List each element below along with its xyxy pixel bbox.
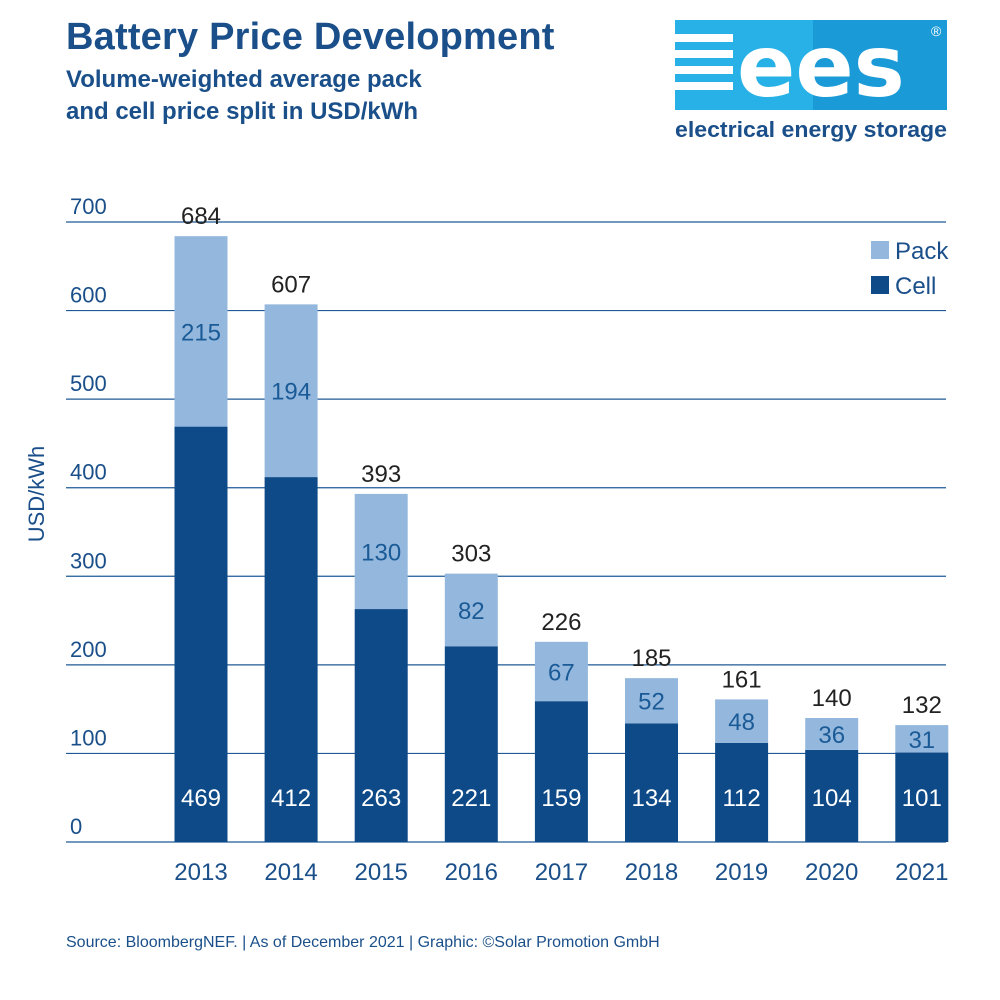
data-label-pack: 52 bbox=[638, 689, 665, 716]
bar-pack bbox=[534, 641, 588, 702]
bar-cell bbox=[354, 609, 408, 842]
x-tick-label: 2015 bbox=[355, 859, 408, 886]
bar-pack bbox=[444, 573, 498, 647]
data-label-total: 161 bbox=[722, 666, 762, 693]
x-tick-label: 2020 bbox=[805, 859, 858, 886]
data-label-cell: 104 bbox=[812, 785, 852, 812]
data-label-total: 226 bbox=[541, 609, 581, 636]
y-tick-label: 500 bbox=[70, 371, 107, 396]
chart-subtitle: Volume-weighted average pack and cell pr… bbox=[66, 64, 422, 128]
x-tick-label: 2013 bbox=[174, 859, 227, 886]
data-label-cell: 112 bbox=[722, 785, 760, 812]
data-label-pack: 67 bbox=[548, 660, 575, 687]
data-label-cell: 412 bbox=[271, 785, 311, 812]
data-label-total: 684 bbox=[181, 203, 221, 230]
data-label-cell: 469 bbox=[181, 785, 221, 812]
ees-logo: ees ® electrical energy storage bbox=[675, 20, 947, 142]
logo-tagline: electrical energy storage bbox=[675, 117, 947, 142]
data-label-pack: 194 bbox=[271, 379, 311, 406]
x-tick-label: 2014 bbox=[264, 859, 317, 886]
y-tick-label: 400 bbox=[70, 460, 107, 485]
data-label-cell: 221 bbox=[451, 785, 491, 812]
y-axis-label: USD/kWh bbox=[24, 446, 49, 543]
bar-cell bbox=[625, 723, 678, 842]
y-tick-label: 600 bbox=[70, 283, 107, 308]
bars-layer: 469 215 684 412 194 607 263 130 393 221 82 303 159 67… bbox=[174, 203, 949, 842]
bar-cell bbox=[895, 752, 949, 842]
x-tick-label: 2019 bbox=[715, 859, 768, 886]
data-label-cell: 101 bbox=[902, 785, 942, 812]
data-label-total: 393 bbox=[361, 461, 401, 488]
subtitle-line-1: Volume-weighted average pack bbox=[66, 66, 422, 93]
x-tick-label: 2017 bbox=[535, 859, 588, 886]
bar-cell bbox=[174, 426, 228, 842]
x-tick-label: 2018 bbox=[625, 859, 678, 886]
bar-cell bbox=[805, 749, 859, 842]
data-label-total: 607 bbox=[271, 271, 311, 298]
x-axis-ticks: 2013 2014 2015 2016 2017 2018 2019 2020 2021 bbox=[174, 859, 948, 886]
y-tick-label: 200 bbox=[70, 637, 107, 662]
data-label-pack: 36 bbox=[818, 722, 845, 749]
data-label-pack: 215 bbox=[181, 319, 221, 346]
legend-label: Pack bbox=[895, 238, 949, 265]
bar-cell bbox=[715, 742, 769, 842]
chart-title: Battery Price Development bbox=[66, 16, 555, 58]
data-label-pack: 48 bbox=[728, 709, 755, 736]
bar-pack bbox=[354, 493, 408, 610]
bar-pack bbox=[715, 699, 769, 743]
data-label-total: 132 bbox=[902, 692, 942, 719]
bar-pack bbox=[174, 236, 228, 427]
y-axis-ticks: 0 100 200 300 400 500 600 700 bbox=[70, 194, 107, 839]
bar-pack bbox=[264, 304, 318, 478]
subtitle-line-2: and cell price split in USD/kWh bbox=[66, 98, 419, 125]
y-tick-label: 700 bbox=[70, 194, 107, 219]
data-label-pack: 31 bbox=[908, 727, 935, 754]
legend-swatch bbox=[871, 276, 889, 294]
data-label-cell: 263 bbox=[361, 785, 401, 812]
bar-pack bbox=[805, 718, 859, 750]
y-tick-label: 0 bbox=[70, 814, 82, 839]
legend: Pack Cell bbox=[871, 238, 949, 300]
legend-swatch bbox=[871, 241, 889, 259]
logo-registered: ® bbox=[931, 23, 942, 39]
legend-label: Cell bbox=[895, 273, 936, 300]
data-label-pack: 130 bbox=[361, 539, 401, 566]
y-tick-label: 100 bbox=[70, 725, 107, 750]
data-label-pack: 82 bbox=[458, 598, 485, 625]
data-label-cell: 159 bbox=[541, 785, 581, 812]
data-label-total: 185 bbox=[631, 645, 671, 672]
bar-pack bbox=[895, 725, 949, 753]
x-tick-label: 2016 bbox=[445, 859, 498, 886]
source-note: Source: BloombergNEF. | As of December 2… bbox=[66, 934, 660, 951]
logo-text: ees bbox=[737, 20, 905, 117]
x-tick-label: 2021 bbox=[895, 859, 948, 886]
bar-cell bbox=[444, 646, 498, 842]
data-label-total: 140 bbox=[812, 685, 852, 712]
bar-pack bbox=[625, 678, 678, 724]
logo-lines-icon bbox=[675, 34, 733, 90]
bar-cell bbox=[264, 477, 318, 842]
bar-cell bbox=[534, 701, 588, 842]
data-label-total: 303 bbox=[451, 541, 491, 568]
data-label-cell: 134 bbox=[631, 785, 671, 812]
y-tick-label: 300 bbox=[70, 548, 107, 573]
